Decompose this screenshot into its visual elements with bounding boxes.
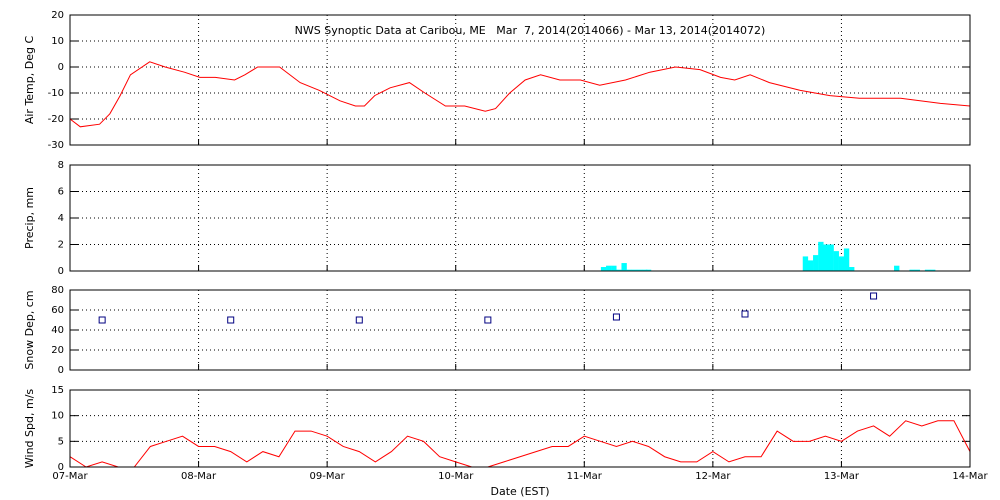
point <box>612 313 620 321</box>
bar <box>828 244 834 271</box>
bar <box>833 251 839 271</box>
bar <box>626 269 632 271</box>
x-tick-label: 08-Mar <box>181 471 217 482</box>
bar <box>849 267 855 271</box>
bar <box>924 269 931 271</box>
bar <box>802 256 809 271</box>
y-tick-label: 40 <box>51 325 64 336</box>
bar <box>616 269 622 271</box>
x-tick-label: 10-Mar <box>438 471 474 482</box>
plot-frame <box>69 164 971 272</box>
x-tick-label: 14-Mar <box>952 471 988 482</box>
x-tick-label: 07-Mar <box>52 471 88 482</box>
y-tick-label: -20 <box>48 114 64 125</box>
bar <box>813 255 819 271</box>
y-axis-label: Wind Spd, m/s <box>23 389 36 469</box>
bar <box>823 244 829 271</box>
x-axis-label: Date (EST) <box>490 485 549 498</box>
bar <box>600 267 607 271</box>
y-tick-label: 0 <box>58 365 64 376</box>
y-tick-label: 60 <box>51 305 64 316</box>
point <box>870 292 878 300</box>
y-tick-label: 2 <box>58 240 64 251</box>
y-tick-label: -30 <box>48 140 64 151</box>
bar <box>621 263 627 271</box>
line-series <box>69 420 971 468</box>
y-tick-label: 20 <box>51 345 64 356</box>
point <box>355 316 363 324</box>
bar <box>642 269 648 271</box>
y-tick-label: 10 <box>51 36 64 47</box>
bar <box>843 248 850 271</box>
line-series <box>69 61 971 128</box>
bar <box>631 269 638 271</box>
y-axis-label: Air Temp, Deg C <box>23 36 36 125</box>
bar <box>636 269 643 271</box>
y-tick-label: 0 <box>58 266 64 277</box>
point <box>227 316 235 324</box>
y-axis-label: Snow Dep, cm <box>23 290 36 369</box>
point <box>741 310 749 318</box>
y-tick-label: 5 <box>58 436 64 447</box>
bar <box>930 269 936 271</box>
y-tick-label: 0 <box>58 462 64 473</box>
bar <box>894 265 900 271</box>
y-tick-label: 15 <box>51 385 64 396</box>
plot-frame <box>69 14 971 146</box>
bar <box>838 256 845 271</box>
y-tick-label: 10 <box>51 411 64 422</box>
plot-frame <box>69 389 971 468</box>
point <box>98 316 106 324</box>
plot-frame <box>69 289 971 371</box>
bar <box>909 269 915 271</box>
y-tick-label: 80 <box>51 285 64 296</box>
point <box>484 316 492 324</box>
bar <box>914 269 920 271</box>
chart-title: NWS Synoptic Data at Caribou, ME Mar 7, … <box>295 24 766 37</box>
y-tick-label: 4 <box>58 213 64 224</box>
bar <box>807 260 814 271</box>
y-tick-label: 6 <box>58 187 64 198</box>
bar <box>645 269 652 271</box>
y-tick-label: 0 <box>58 62 64 73</box>
x-tick-label: 13-Mar <box>824 471 860 482</box>
bar <box>606 265 612 271</box>
y-tick-label: 20 <box>51 10 64 21</box>
y-tick-label: 8 <box>58 160 64 171</box>
y-axis-label: Precip, mm <box>23 187 36 249</box>
x-tick-label: 11-Mar <box>567 471 603 482</box>
bar <box>611 265 617 271</box>
x-tick-label: 12-Mar <box>695 471 731 482</box>
x-tick-label: 09-Mar <box>310 471 346 482</box>
y-tick-label: -10 <box>48 88 64 99</box>
bar <box>818 241 824 271</box>
